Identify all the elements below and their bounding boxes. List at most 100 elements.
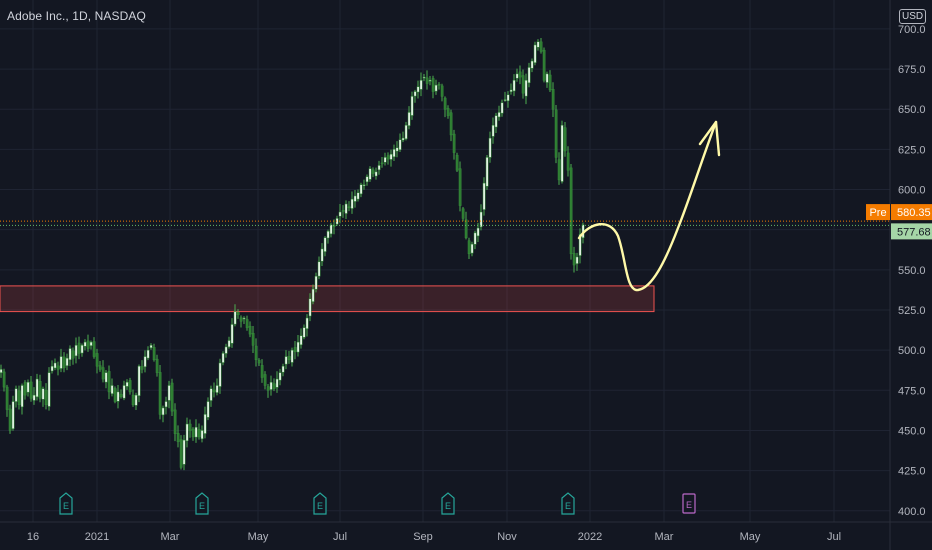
candle-body bbox=[488, 137, 492, 158]
candle-body bbox=[89, 341, 93, 346]
candle-body bbox=[143, 356, 147, 367]
candle-body bbox=[92, 341, 96, 357]
earnings-label: E bbox=[63, 501, 69, 511]
candle-body bbox=[107, 371, 111, 393]
candle-body bbox=[365, 176, 369, 183]
candle-body bbox=[386, 155, 390, 160]
earnings-badge bbox=[313, 492, 327, 515]
candle-body bbox=[116, 391, 120, 402]
earnings-marker: E bbox=[59, 492, 73, 515]
candle-body bbox=[563, 127, 567, 152]
price-tick-label: 450.0 bbox=[898, 425, 926, 437]
candle-body bbox=[392, 149, 396, 157]
candle-body bbox=[512, 80, 516, 92]
last-value: 577.68 bbox=[897, 226, 931, 238]
price-tick-label: 700.0 bbox=[898, 24, 926, 36]
candle-body bbox=[551, 89, 555, 110]
candle-body bbox=[95, 353, 99, 367]
candle-body bbox=[311, 288, 315, 302]
candle-body bbox=[80, 345, 84, 354]
candle-body bbox=[194, 426, 198, 438]
candle-body bbox=[134, 394, 138, 406]
candle-body bbox=[524, 80, 528, 97]
price-tick-label: 525.0 bbox=[898, 305, 926, 317]
candle-body bbox=[374, 171, 378, 177]
candle-body bbox=[185, 423, 189, 442]
candle-body bbox=[137, 365, 141, 396]
candle-body bbox=[494, 115, 498, 128]
time-tick-label: Mar bbox=[655, 531, 674, 543]
pre-label: Pre bbox=[869, 207, 886, 219]
candle-body bbox=[128, 380, 132, 393]
candle-body bbox=[458, 168, 462, 206]
currency-badge[interactable]: USD bbox=[899, 9, 927, 24]
candle-body bbox=[401, 137, 405, 141]
candle-body bbox=[272, 383, 276, 389]
candle-body bbox=[410, 96, 414, 116]
support-zone bbox=[0, 285, 655, 313]
candle-body bbox=[422, 76, 426, 79]
candle-body bbox=[155, 358, 159, 373]
price-tick-label: 400.0 bbox=[898, 506, 926, 518]
candle-body bbox=[284, 356, 288, 365]
earnings-label: E bbox=[445, 501, 451, 511]
candle-body bbox=[0, 369, 3, 373]
candle-body bbox=[65, 357, 69, 366]
candle-body bbox=[431, 78, 435, 92]
candle-body bbox=[245, 319, 249, 328]
candle-body bbox=[17, 390, 21, 406]
candle-body bbox=[482, 182, 486, 210]
candle-body bbox=[23, 382, 27, 396]
candle-body bbox=[329, 224, 333, 235]
candle-body bbox=[323, 237, 327, 252]
candle-body bbox=[509, 89, 513, 92]
candle-body bbox=[341, 210, 345, 212]
candle-body bbox=[332, 225, 336, 227]
candle-body bbox=[455, 154, 459, 171]
candle-body bbox=[200, 430, 204, 440]
candle-body bbox=[371, 169, 375, 174]
candle-body bbox=[170, 382, 174, 412]
candle-body bbox=[236, 311, 240, 316]
candle-body bbox=[467, 240, 471, 255]
candle-body bbox=[380, 162, 384, 165]
candle-body bbox=[176, 433, 180, 442]
candle-body bbox=[452, 133, 456, 153]
candle-body bbox=[413, 91, 417, 97]
price-tick-label: 650.0 bbox=[898, 104, 926, 116]
candle-body bbox=[362, 184, 366, 186]
candle-body bbox=[71, 350, 75, 359]
future-earnings-marker: E bbox=[682, 493, 696, 514]
earnings-badge bbox=[195, 492, 209, 515]
candle-body bbox=[359, 184, 363, 195]
candle-body bbox=[197, 429, 201, 438]
candle-body bbox=[230, 324, 234, 344]
candle-body bbox=[557, 159, 561, 181]
candle-body bbox=[287, 356, 291, 361]
earnings-label: E bbox=[565, 501, 571, 511]
candle-body bbox=[44, 390, 48, 406]
price-axis[interactable]: 400.0425.0450.0475.0500.0525.0550.0575.0… bbox=[898, 24, 926, 518]
future-earnings-badge bbox=[682, 493, 696, 514]
candle-body bbox=[209, 388, 213, 401]
time-tick-label: Mar bbox=[161, 531, 180, 543]
candle-body bbox=[416, 86, 420, 93]
candle-body bbox=[221, 353, 225, 363]
candle-body bbox=[215, 385, 219, 393]
candle-body bbox=[503, 99, 507, 101]
price-tick-label: 425.0 bbox=[898, 466, 926, 478]
time-tick-label: May bbox=[740, 531, 761, 543]
candle-body bbox=[269, 382, 273, 390]
candle-body bbox=[119, 393, 123, 397]
time-axis[interactable]: 16 2021 Mar May Jul Sep Nov 2022 Mar May Jul bbox=[27, 531, 841, 543]
candle-body bbox=[497, 112, 501, 118]
candle-body bbox=[275, 378, 279, 388]
price-tick-label: 600.0 bbox=[898, 185, 926, 197]
candle-body bbox=[98, 365, 102, 370]
candle-body bbox=[353, 195, 357, 202]
earnings-marker: E bbox=[195, 492, 209, 515]
candle-body bbox=[320, 248, 324, 262]
